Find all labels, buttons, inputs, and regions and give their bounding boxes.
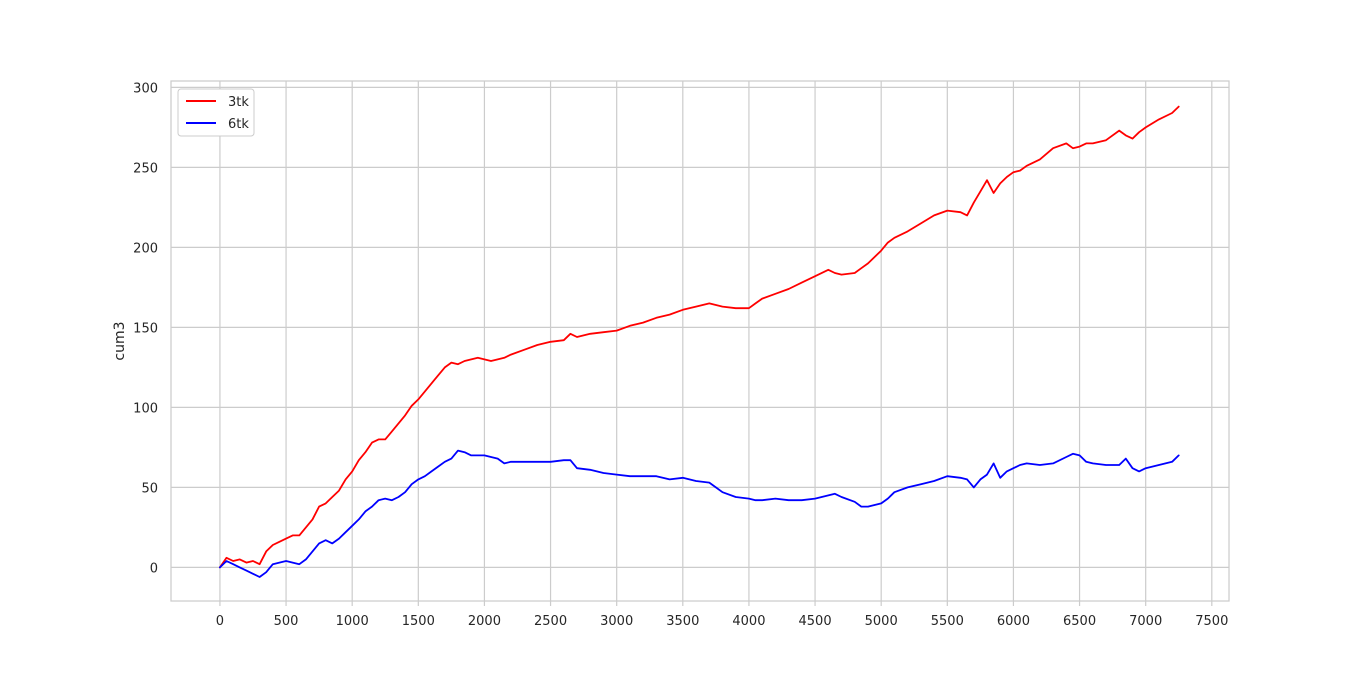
x-tick-label: 2500 [534,614,567,629]
x-tick-label: 6500 [1063,614,1096,629]
x-tick-label: 5000 [865,614,898,629]
x-tick-label: 2000 [468,614,501,629]
y-axis-ticks: 0 50 100 150 200 250 300 [133,81,158,576]
x-tick-label: 7500 [1195,614,1228,629]
y-tick-label: 150 [133,321,158,336]
x-tick-label: 3500 [666,614,699,629]
x-tick-label: 1500 [402,614,435,629]
series-lines [218,105,1180,578]
y-tick-label: 0 [150,561,158,576]
legend-label-3tk: 3tk [228,95,249,110]
plot-area [170,80,1230,602]
x-tick-label: 7000 [1129,614,1162,629]
x-tick-label: 1000 [336,614,369,629]
x-tick-label: 0 [216,614,224,629]
x-tick-label: 4000 [732,614,765,629]
y-tick-label: 100 [133,401,158,416]
x-tick-label: 6000 [997,614,1030,629]
grid [171,81,1229,601]
series-line-6tk [218,449,1180,578]
y-tick-label: 300 [133,81,158,96]
x-axis-ticks: 0 500 1000 1500 2000 2500 3000 3500 4000 4500 5000… [216,601,1228,629]
x-tick-label: 3000 [600,614,633,629]
y-tick-label: 250 [133,161,158,176]
y-tick-label: 200 [133,241,158,256]
y-axis-label: cum3 [112,321,128,360]
x-tick-label: 5500 [931,614,964,629]
x-tick-label: 4500 [799,614,832,629]
series-line-3tk [218,105,1180,569]
legend-label-6tk: 6tk [228,117,249,132]
x-tick-label: 500 [274,614,299,629]
y-tick-label: 50 [141,481,158,496]
